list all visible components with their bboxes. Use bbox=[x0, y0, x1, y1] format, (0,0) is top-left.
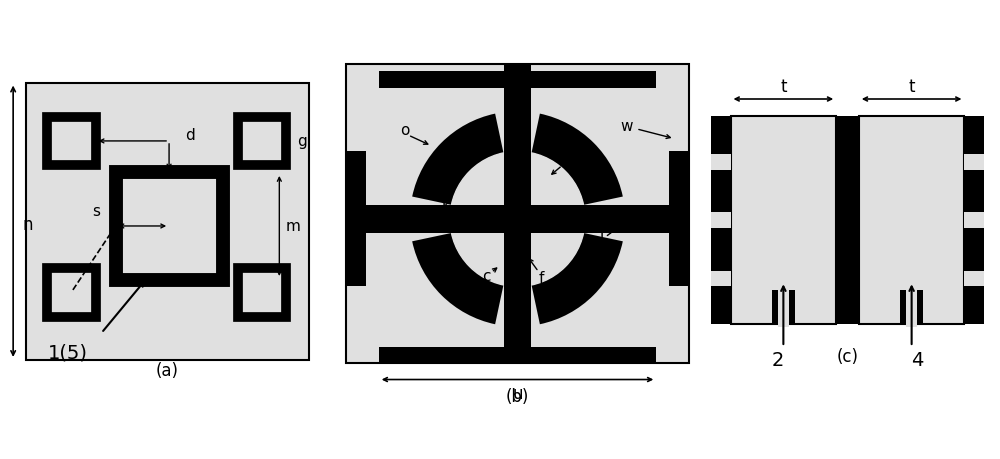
Bar bbox=[346, 152, 366, 287]
Bar bbox=[900, 291, 923, 325]
Wedge shape bbox=[412, 234, 503, 325]
Text: (c): (c) bbox=[836, 348, 858, 366]
Bar bbox=[964, 271, 984, 286]
Text: s: s bbox=[93, 203, 101, 218]
Bar bbox=[238, 117, 286, 166]
Text: l: l bbox=[599, 232, 604, 247]
Text: (b): (b) bbox=[506, 387, 529, 405]
Wedge shape bbox=[532, 114, 623, 206]
Bar bbox=[379, 72, 656, 88]
Bar bbox=[238, 268, 286, 317]
Bar bbox=[379, 347, 656, 364]
Bar bbox=[778, 291, 789, 327]
Bar bbox=[47, 117, 96, 166]
Text: u: u bbox=[512, 384, 523, 402]
Bar bbox=[346, 206, 689, 233]
Text: m: m bbox=[286, 219, 300, 234]
Circle shape bbox=[406, 108, 629, 330]
Bar bbox=[346, 152, 366, 287]
Wedge shape bbox=[412, 114, 503, 206]
Text: o: o bbox=[400, 123, 409, 138]
Text: t: t bbox=[780, 78, 787, 96]
Bar bbox=[859, 117, 964, 325]
Text: r: r bbox=[564, 154, 570, 168]
Bar bbox=[379, 347, 656, 364]
Bar bbox=[669, 152, 689, 287]
Text: w: w bbox=[621, 119, 633, 134]
Bar bbox=[731, 117, 836, 325]
Bar bbox=[379, 72, 656, 88]
Text: 2: 2 bbox=[771, 351, 784, 369]
Text: t: t bbox=[908, 78, 915, 96]
Bar bbox=[711, 155, 731, 170]
Text: g: g bbox=[297, 134, 306, 149]
Bar bbox=[26, 84, 309, 360]
Bar bbox=[906, 291, 917, 327]
Text: d: d bbox=[185, 128, 195, 143]
Bar bbox=[772, 291, 795, 325]
Circle shape bbox=[501, 203, 534, 236]
Bar bbox=[836, 117, 859, 325]
Bar bbox=[711, 213, 731, 229]
Bar bbox=[711, 117, 731, 325]
Text: 4: 4 bbox=[911, 351, 924, 369]
Text: f: f bbox=[539, 270, 544, 285]
Text: n: n bbox=[23, 216, 33, 234]
Bar bbox=[964, 155, 984, 170]
Bar bbox=[116, 173, 223, 280]
Bar bbox=[964, 117, 984, 325]
Bar bbox=[392, 206, 643, 233]
Text: c: c bbox=[482, 269, 491, 283]
Bar bbox=[504, 94, 531, 345]
Bar bbox=[669, 152, 689, 287]
Circle shape bbox=[450, 152, 585, 287]
Bar bbox=[711, 271, 731, 286]
Bar bbox=[346, 65, 689, 364]
Text: k: k bbox=[442, 197, 451, 213]
Wedge shape bbox=[532, 234, 623, 325]
Text: 1(5): 1(5) bbox=[48, 343, 88, 362]
Bar bbox=[964, 213, 984, 229]
Text: (a): (a) bbox=[156, 361, 179, 379]
Bar bbox=[47, 268, 96, 317]
Bar bbox=[504, 65, 531, 364]
